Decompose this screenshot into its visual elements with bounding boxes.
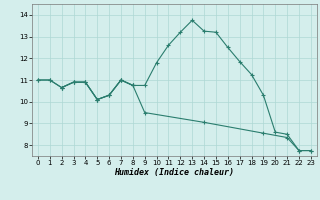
X-axis label: Humidex (Indice chaleur): Humidex (Indice chaleur) (115, 168, 234, 177)
